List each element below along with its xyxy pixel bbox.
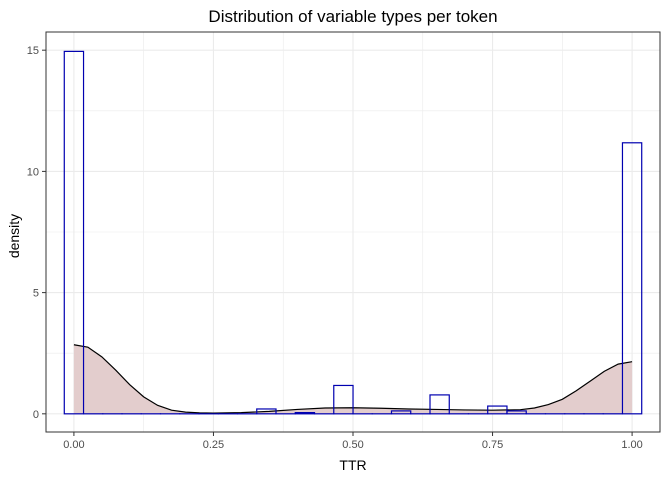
- density-area: [73, 344, 633, 414]
- histogram-bar: [63, 50, 85, 415]
- histogram-bars-layer: [63, 50, 643, 415]
- histogram-bar: [390, 410, 412, 415]
- y-axis-title: density: [6, 214, 22, 258]
- y-tick-label: 10: [27, 166, 39, 178]
- histogram-bar: [429, 394, 450, 415]
- histogram-bar: [294, 412, 316, 415]
- grid-layer: [46, 32, 660, 432]
- y-axis-ticks: 0 5 10 15: [27, 45, 46, 421]
- histogram-bar: [333, 384, 354, 415]
- x-tick-label: 1.00: [621, 439, 642, 451]
- x-tick-label: 0.50: [342, 439, 363, 451]
- histogram-bar: [256, 408, 277, 415]
- density-curve-layer: [73, 344, 633, 414]
- y-tick-label: 15: [27, 45, 39, 57]
- x-axis-ticks: 0.00 0.25 0.50 0.75 1.00: [63, 432, 643, 451]
- x-tick-label: 0.00: [63, 439, 84, 451]
- x-tick-label: 0.75: [482, 439, 503, 451]
- chart-title: Distribution of variable types per token: [208, 7, 497, 26]
- y-tick-label: 5: [33, 288, 39, 300]
- histogram-bar: [506, 410, 527, 415]
- histogram-bar: [621, 142, 643, 415]
- x-tick-label: 0.25: [203, 439, 224, 451]
- density-line: [73, 344, 633, 414]
- histogram-bar: [487, 405, 508, 415]
- x-axis-title: TTR: [339, 457, 366, 473]
- y-tick-label: 0: [33, 409, 39, 421]
